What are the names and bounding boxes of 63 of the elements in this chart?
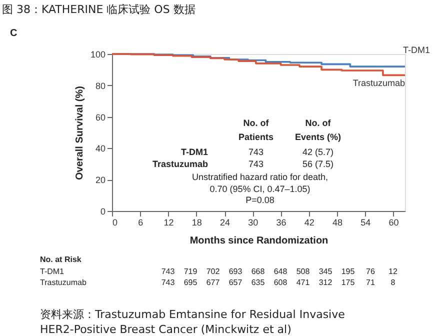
x-tick-label: 30 bbox=[248, 218, 258, 228]
x-tick-label: 54 bbox=[360, 218, 371, 228]
annotation: P=0.08 bbox=[246, 195, 274, 205]
y-axis-title: Overall Survival (%) bbox=[74, 86, 86, 180]
text: 693 bbox=[228, 267, 243, 276]
text: 76 bbox=[366, 267, 376, 276]
annotation: Events (%) bbox=[294, 132, 342, 142]
text: T-DM1 bbox=[40, 267, 65, 276]
chart-title: 图 38：KATHERINE 临床试验 OS 数据 bbox=[2, 3, 196, 16]
annotation: 743 bbox=[248, 159, 264, 169]
text: 648 bbox=[274, 267, 288, 276]
annotation: T-DM1 bbox=[181, 147, 208, 157]
annotation: 743 bbox=[248, 147, 264, 157]
text: 508 bbox=[296, 267, 310, 276]
x-tick-label: 0 bbox=[112, 218, 118, 228]
text: 175 bbox=[341, 278, 356, 287]
y-tick-label: 0 bbox=[100, 206, 106, 216]
y-tick-label: 40 bbox=[95, 144, 106, 154]
x-tick-label: 48 bbox=[332, 218, 343, 228]
text: 312 bbox=[318, 278, 333, 287]
y-tick-label: 80 bbox=[95, 80, 106, 91]
x-axis-title: Months since Randomization bbox=[190, 236, 328, 246]
annotation: Patients bbox=[238, 132, 274, 142]
text: 743 bbox=[161, 278, 176, 287]
series-label: T-DM1 bbox=[403, 45, 430, 55]
x-tick-label: 12 bbox=[164, 218, 174, 228]
text: 657 bbox=[228, 278, 243, 287]
text: C bbox=[10, 28, 18, 39]
text: 471 bbox=[296, 278, 310, 287]
text: 8 bbox=[390, 278, 396, 287]
x-tick-label: 60 bbox=[388, 218, 399, 228]
text: 695 bbox=[184, 278, 198, 287]
text: 668 bbox=[251, 267, 266, 276]
text: 71 bbox=[366, 278, 376, 287]
x-tick-label: 6 bbox=[138, 218, 144, 228]
annotation: 0.70 (95% CI, 0.47–1.05) bbox=[210, 184, 310, 194]
x-tick-label: 36 bbox=[276, 218, 286, 228]
text: 12 bbox=[388, 267, 398, 276]
annotation: Trastuzumab bbox=[152, 159, 208, 169]
annotation: No. of bbox=[243, 118, 270, 128]
series-label: Trastuzumab bbox=[352, 78, 405, 88]
annotation: 56 (7.5) bbox=[302, 159, 334, 169]
y-tick-label: 60 bbox=[95, 112, 106, 122]
y-tick-label: 20 bbox=[95, 175, 106, 186]
text: HER2-Positive Breast Cancer (Minckwitz et al) bbox=[40, 323, 292, 336]
text: 345 bbox=[318, 267, 333, 276]
text: 702 bbox=[206, 267, 220, 276]
text: 635 bbox=[251, 278, 266, 287]
text: 195 bbox=[341, 267, 356, 276]
x-tick-label: 18 bbox=[192, 218, 202, 228]
text: 719 bbox=[184, 267, 198, 276]
text: No. at Risk bbox=[40, 255, 82, 264]
annotation: No. of bbox=[305, 118, 332, 128]
text: 资料来源：Trastuzumab Emtansine for Residual Invasive bbox=[40, 308, 346, 321]
annotation: Unstratified hazard ratio for death, bbox=[192, 172, 328, 182]
annotation: 42 (5.7) bbox=[302, 147, 334, 157]
text: 608 bbox=[274, 278, 288, 287]
x-tick-label: 42 bbox=[304, 218, 314, 228]
y-tick-label: 100 bbox=[90, 50, 106, 60]
x-tick-label: 24 bbox=[220, 218, 230, 228]
text: 677 bbox=[206, 278, 220, 287]
text: 743 bbox=[161, 267, 176, 276]
text: Trastuzumab bbox=[40, 278, 87, 287]
